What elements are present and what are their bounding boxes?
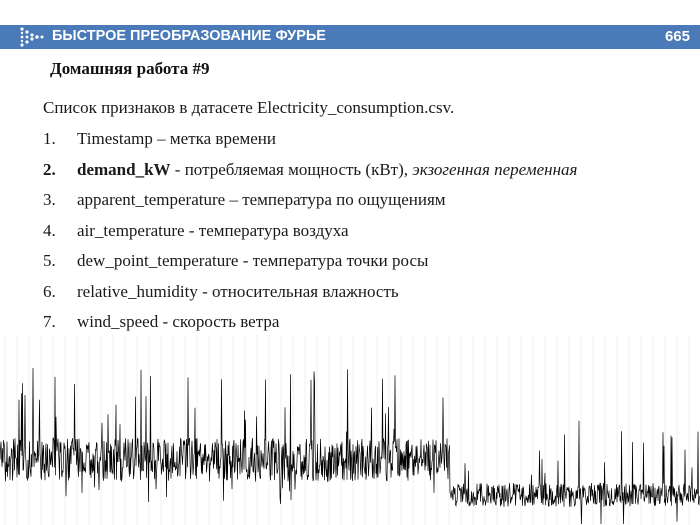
feature-name: Timestamp: [77, 129, 153, 148]
feature-description: - температура точки росы: [238, 251, 429, 270]
feature-item: 2. demand_kW - потребляемая мощность (кВт…: [43, 160, 577, 191]
feature-description: - скорость ветра: [158, 312, 280, 331]
feature-name: air_temperature: [77, 220, 185, 240]
feature-description: - потребляемая мощность (кВт),: [170, 159, 413, 179]
feature-number: 6.: [43, 281, 56, 301]
feature-list: 1. Timestamp – метка времени 2. demand_kW …: [43, 129, 577, 343]
feature-item: 1. Timestamp – метка времени: [43, 129, 577, 160]
dotted-arrow-logo-icon: [20, 27, 44, 47]
feature-description: - температура воздуха: [184, 220, 349, 240]
feature-number: 4.: [43, 220, 56, 240]
feature-name: wind_speed: [77, 312, 159, 331]
slide-section-title: БЫСТРОЕ ПРЕОБРАЗОВАНИЕ ФУРЬЕ: [52, 28, 326, 44]
feature-name: demand_kW: [77, 159, 171, 179]
feature-number: 3.: [43, 190, 56, 209]
signal-waveform-image: [0, 335, 700, 525]
feature-item: 6. relative_humidity - относительная влаж…: [43, 282, 577, 313]
feature-item: 3. apparent_temperature – температура по …: [43, 190, 577, 221]
feature-name: dew_point_temperature: [77, 251, 239, 270]
feature-note: экзогенная переменная: [412, 159, 578, 179]
feature-item: 4. air_temperature - температура воздуха: [43, 221, 577, 252]
feature-name: relative_humidity: [77, 281, 198, 301]
feature-item: 7. wind_speed - скорость ветра: [43, 312, 577, 343]
feature-number: 2.: [43, 159, 56, 179]
feature-name: apparent_temperature: [77, 190, 226, 209]
page-number: 665: [664, 28, 690, 45]
homework-title: Домашняя работа #9: [50, 59, 210, 78]
intro-text: Список признаков в датасете Electricity_…: [43, 98, 455, 117]
feature-number: 7.: [43, 312, 56, 331]
feature-description: – температура по ощущениям: [225, 190, 446, 209]
feature-number: 5.: [43, 251, 56, 270]
feature-description: – метка времени: [152, 129, 276, 148]
feature-item: 5. dew_point_temperature - температура то…: [43, 251, 577, 282]
feature-description: - относительная влажность: [197, 281, 399, 301]
waveform-trace: [0, 367, 700, 525]
feature-number: 1.: [43, 129, 56, 148]
header-bar: БЫСТРОЕ ПРЕОБРАЗОВАНИЕ ФУРЬЕ 665: [0, 25, 700, 49]
